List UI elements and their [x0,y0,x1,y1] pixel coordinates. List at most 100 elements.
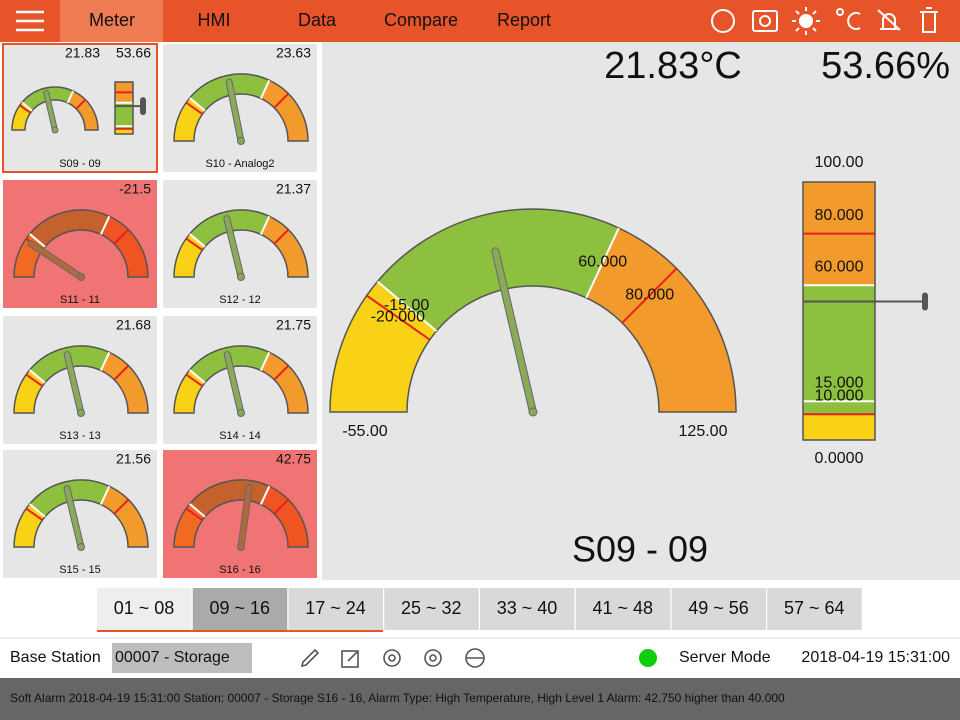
threshold-line [273,364,290,381]
threshold-line [25,373,44,387]
gauge-threshold-label: -20.000 [371,309,425,326]
page-tab[interactable] [97,588,192,630]
needle-hub [237,543,245,551]
threshold-line [75,98,87,110]
station-value: 00007 - Storage [115,649,230,666]
needle [64,352,84,416]
gauge-threshold-label: 80.000 [625,287,674,304]
station-name: S09 - 09 [572,529,708,570]
threshold-line [99,485,111,505]
threshold-line [19,104,31,114]
bar-threshold-label: 15.000 [815,375,864,392]
bar-threshold-label: 10.000 [815,387,864,404]
gauge-threshold-label: 60.000 [578,254,627,271]
base-station-label: Base Station [10,649,101,666]
menu-icon[interactable] [16,10,44,32]
page-tab-label: 25 ~ 32 [401,598,462,618]
threshold-line [113,498,130,515]
bar-normal-band [803,285,875,415]
page-tab-label: 09 ~ 16 [209,598,270,618]
tile-value: 21.56 [116,451,151,467]
threshold-line [113,228,130,245]
threshold-line [585,227,620,299]
bar-frame [114,81,134,135]
nav-item[interactable]: Data [298,10,337,30]
threshold-line [189,97,206,112]
needle-hub [77,273,85,281]
toolbar-icons[interactable] [711,7,938,35]
datetime: 2018-04-19 15:31:00 [801,649,950,666]
tile-value: 23.63 [276,45,311,61]
page-tab-label: 33 ~ 40 [497,598,558,618]
mode-label: Server Mode [679,649,771,666]
tile-value: 21.83 [65,45,100,61]
bar-threshold-label: 60.000 [815,258,864,275]
bar-frame [802,181,876,441]
tile-label: S15 - 15 [59,564,101,576]
footer-icons[interactable] [300,648,485,668]
nav-item[interactable]: Compare [384,10,458,30]
tile-label: S12 - 12 [219,294,261,306]
gauge-max-label: 125.00 [679,423,728,440]
threshold-line [29,233,46,248]
page-tab[interactable] [288,588,384,630]
tile-label: S16 - 16 [219,564,261,576]
threshold-line [621,267,678,324]
tile-value: 53.66 [116,45,151,61]
status-dot [639,649,657,667]
threshold-line [185,507,204,521]
threshold-line [29,503,46,518]
bar-threshold-label: 80.000 [815,207,864,224]
threshold-line [273,92,290,109]
page-tab-label: 17 ~ 24 [305,598,366,618]
threshold-line [185,237,204,251]
tile-value: 42.75 [276,451,311,467]
tile-label: S14 - 14 [219,430,261,442]
nav-item[interactable]: HMI [198,10,231,30]
threshold-line [25,507,44,521]
page-tab[interactable] [767,588,862,630]
threshold-line [259,485,271,505]
needle-hub [77,543,85,551]
page-tab-label: 57 ~ 64 [784,598,845,618]
page-tab[interactable] [671,588,767,630]
page-tab[interactable] [384,588,479,630]
needle [238,485,252,550]
needle-hub [237,273,245,281]
bar-min-label: 0.0000 [815,450,864,467]
threshold-line [366,294,431,341]
needle-hub [237,409,245,417]
tile-value: 21.75 [276,317,311,333]
threshold-line [273,498,290,515]
needle [224,352,244,416]
threshold-line [185,101,204,115]
needle-hub [237,137,245,145]
tile-value: -21.5 [119,181,151,197]
needle [226,79,244,144]
bar-max-label: 100.00 [815,154,864,171]
humidity-readout: 53.66% [821,45,950,87]
page-tab[interactable] [192,588,288,630]
needle-hub [51,126,59,134]
bar-needle-knob [922,292,928,311]
threshold-line [99,215,111,235]
tile-value: 21.68 [116,317,151,333]
threshold-line [113,364,130,381]
gauge-min-label: -55.00 [342,423,387,440]
alarm-bar [0,678,960,720]
bar-low-band [803,414,875,440]
nav-item[interactable]: Report [497,10,551,30]
page-tab-label: 01 ~ 08 [114,598,175,618]
page-tab[interactable] [480,588,575,630]
alarm-message: Soft Alarm 2018-04-19 15:31:00 Station: … [10,691,785,705]
needle [28,241,84,280]
page-tab-label: 41 ~ 48 [592,598,653,618]
page-tab[interactable] [575,588,671,630]
station-select[interactable] [112,643,252,673]
nav-item[interactable]: Meter [89,10,135,30]
threshold-line [273,228,290,245]
threshold-line [21,101,33,112]
bar-low-band [115,128,133,134]
tile-value: 21.37 [276,181,311,197]
